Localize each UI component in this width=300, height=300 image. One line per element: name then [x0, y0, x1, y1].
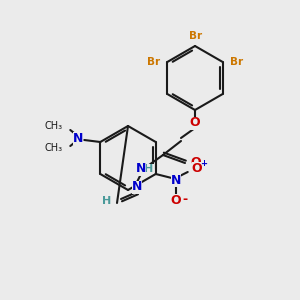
Text: -: - — [183, 194, 188, 206]
Text: CH₃: CH₃ — [44, 121, 62, 131]
Text: Br: Br — [189, 31, 203, 41]
Text: O: O — [190, 116, 200, 130]
Text: O: O — [192, 161, 202, 175]
Text: H: H — [144, 164, 154, 174]
Text: CH₃: CH₃ — [44, 143, 62, 153]
Text: O: O — [170, 194, 181, 206]
Text: Br: Br — [230, 57, 243, 67]
Text: N: N — [170, 173, 181, 187]
Text: O: O — [190, 157, 201, 169]
Text: N: N — [73, 131, 83, 145]
Text: Br: Br — [147, 57, 160, 67]
Text: N: N — [136, 163, 146, 176]
Text: H: H — [102, 196, 112, 206]
Text: +: + — [200, 160, 207, 169]
Text: N: N — [132, 181, 142, 194]
